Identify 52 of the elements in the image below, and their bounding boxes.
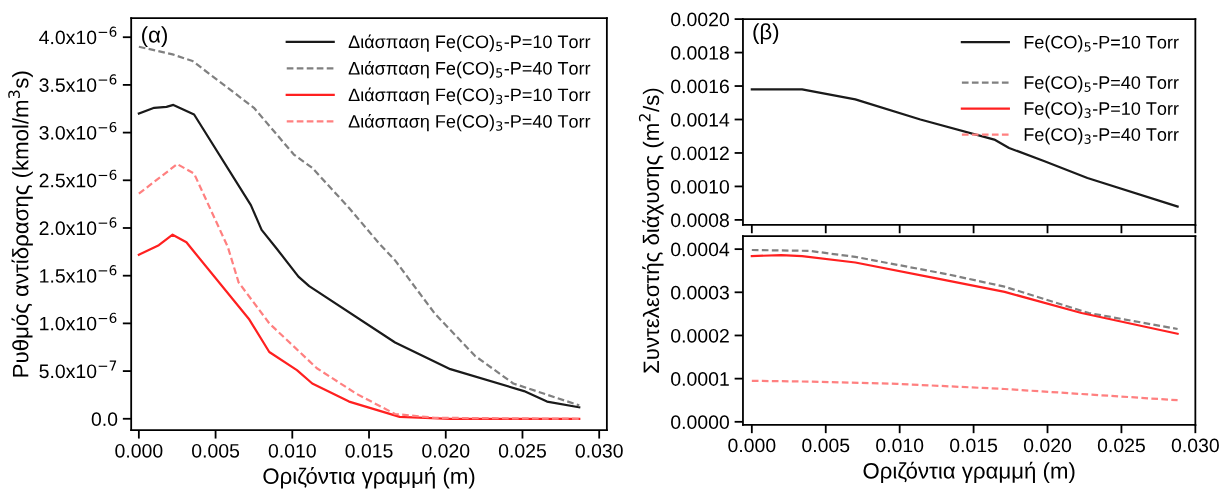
y-tick-label: 1.5x10$^{−6}$ xyxy=(40,265,117,283)
legend-label: Διάσπαση Fe(CO)$_{5}$-P=40 Torr xyxy=(348,60,591,79)
x-axis-title: Οριζόντια γραμμή (m) xyxy=(863,461,1075,484)
x-tick-label: 0.020 xyxy=(422,443,470,458)
x-tick-label: 0.025 xyxy=(498,443,546,458)
y-tick-label: 2.0x10$^{−6}$ xyxy=(39,217,117,236)
legend-label: Fe(CO)$_{3}$-P=40 Torr xyxy=(1024,127,1179,145)
y-tick-label: 0.0012 xyxy=(671,146,729,161)
line-series xyxy=(137,233,581,420)
y-tick-label: 0.0001 xyxy=(671,372,729,386)
legend-label: Fe(CO)$_{5}$-P=40 Torr xyxy=(1024,75,1179,93)
y-axis-title: Ρυθμός αντίδρασης (kmol/m$^{3}$s) xyxy=(8,71,33,377)
y-tick-label: 4.0x10$^{−6}$ xyxy=(39,26,117,45)
legend-label: Διάσπαση Fe(CO)$_{3}$-P=10 Torr xyxy=(348,87,591,105)
y-tick-label: 0.0003 xyxy=(671,285,729,300)
x-tick-label: 0.010 xyxy=(268,443,316,458)
y-tick-label: 0.0018 xyxy=(671,46,729,60)
legend-label: Fe(CO)$_{3}$-P=10 Torr xyxy=(1024,101,1179,119)
y-tick-label: 0.0004 xyxy=(671,242,730,257)
x-tick-label: 0.030 xyxy=(575,443,623,458)
x-tick-label: 0.005 xyxy=(802,438,850,453)
legend-label: Fe(CO)$_{5}$-P=10 Torr xyxy=(1024,35,1179,53)
y-tick-label: 3.0x10$^{−6}$ xyxy=(39,121,117,140)
y-tick-label: 5.0x10$^{−7}$ xyxy=(39,360,117,379)
x-tick-label: 0.000 xyxy=(728,438,776,453)
legend-label: Διάσπαση Fe(CO)$_{3}$-P=40 Torr xyxy=(348,114,591,132)
y-tick-label: 0.0014 xyxy=(671,112,730,127)
y-tick-label: 3.5x10$^{−6}$ xyxy=(39,74,117,92)
x-axis-title: Οριζόντια γραμμή (m) xyxy=(263,467,475,489)
legend-label: Διάσπαση Fe(CO)$_{5}$-P=10 Torr xyxy=(348,34,591,52)
x-tick-label: 0.015 xyxy=(950,438,998,453)
y-tick-label: 2.5x10$^{−6}$ xyxy=(39,169,117,188)
y-tick-label: 0.0010 xyxy=(671,179,730,194)
x-tick-label: 0.025 xyxy=(1097,438,1145,453)
y-tick-label: 0.0008 xyxy=(671,213,729,228)
line-series xyxy=(137,162,581,420)
x-tick-label: 0.000 xyxy=(115,443,163,458)
annotation: (α) xyxy=(142,26,167,48)
x-tick-label: 0.005 xyxy=(192,443,240,458)
y-tick-label: 1.0x10$^{−6}$ xyxy=(40,312,117,331)
y-tick-label: 0.0020 xyxy=(671,12,730,27)
x-tick-label: 0.015 xyxy=(345,443,393,458)
y-tick-label: 0.0 xyxy=(91,412,118,427)
x-tick-label: 0.010 xyxy=(876,438,924,453)
y-axis-title: Συντελεστής διάχυσης (m$^{2}$/s) xyxy=(638,88,664,373)
y-tick-label: 0.0002 xyxy=(671,328,729,343)
line-series xyxy=(750,379,1179,402)
annotation: (β) xyxy=(753,23,779,44)
y-tick-label: 0.0016 xyxy=(671,79,729,94)
x-tick-label: 0.030 xyxy=(1171,438,1219,453)
y-tick-label: 0.0000 xyxy=(671,415,730,430)
x-tick-label: 0.020 xyxy=(1023,438,1072,453)
